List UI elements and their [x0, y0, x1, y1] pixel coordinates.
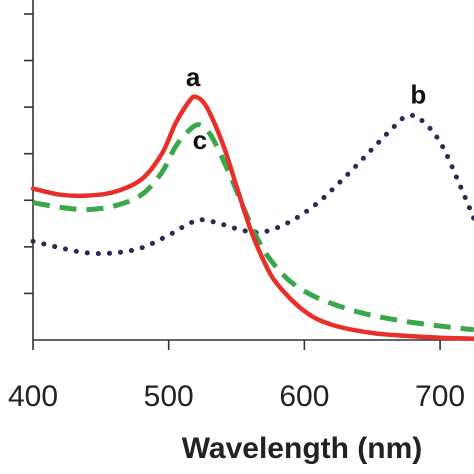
series-c-label: c — [193, 125, 207, 155]
x-tick-labels: 400 500 600 700 — [8, 380, 465, 413]
annotations: a c b — [186, 62, 426, 155]
series-a-line — [30, 94, 474, 341]
series-c-line — [32, 122, 474, 333]
x-tick-label: 600 — [279, 380, 329, 413]
series-a-label: a — [186, 62, 201, 92]
x-axis-title: Wavelength (nm) — [182, 432, 423, 465]
series-layer — [30, 94, 474, 341]
series-b-line — [30, 112, 474, 257]
series-b-label: b — [410, 79, 426, 109]
x-tick-label: 400 — [8, 380, 58, 413]
axes — [24, 0, 474, 350]
x-tick-label: 500 — [144, 380, 194, 413]
x-tick-label: 700 — [415, 380, 465, 413]
